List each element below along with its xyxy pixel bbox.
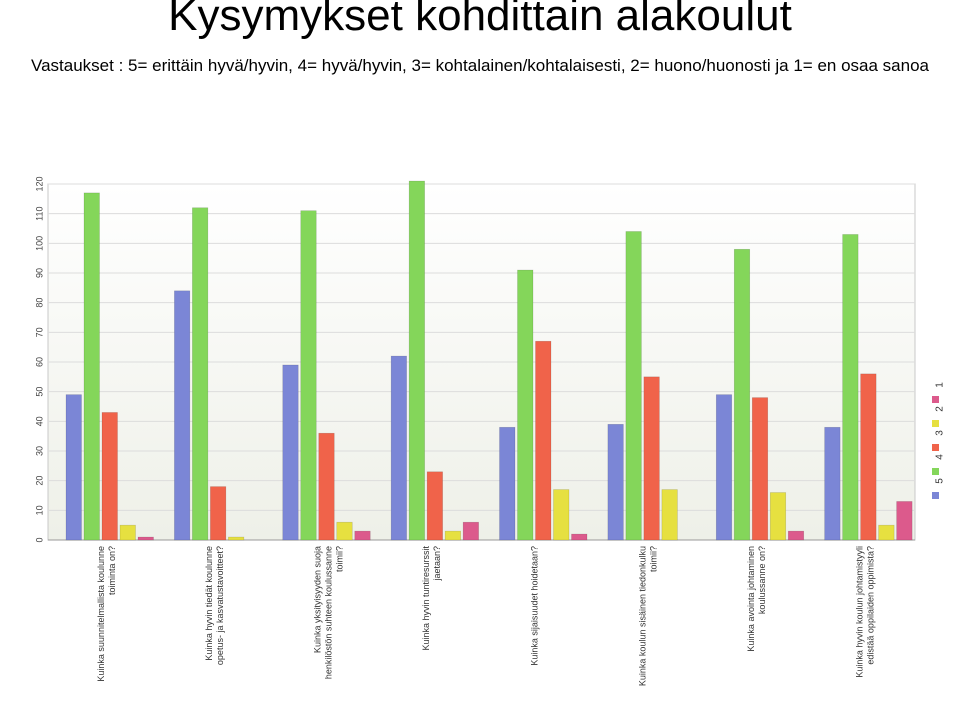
bar-4-series-3 — [426, 471, 443, 541]
legend-label-1: 1 — [935, 382, 946, 388]
x-category-label: Kuinka sijaisuudet hoidetaan? — [529, 546, 539, 666]
bar-1-series-4 — [83, 192, 100, 541]
bar-1-series-1 — [137, 536, 154, 541]
bar-6-series-2 — [661, 489, 678, 541]
bar-8-series-3 — [860, 373, 877, 541]
bar-2-series-5 — [174, 290, 191, 541]
y-tick-label: 20 — [34, 476, 44, 486]
page-title: Kysymykset kohdittain alakoulut — [168, 0, 792, 40]
bar-3-series-4 — [300, 210, 317, 541]
bar-8-series-1 — [896, 501, 913, 541]
bar-8-series-5 — [824, 426, 841, 541]
bar-4-series-5 — [390, 355, 407, 541]
y-tick-label: 110 — [34, 206, 44, 220]
bar-8-series-2 — [878, 524, 895, 541]
bar-2-series-4 — [192, 207, 209, 541]
bar-6-series-5 — [607, 423, 624, 541]
legend-swatch-1 — [932, 396, 939, 403]
bar-4-series-1 — [462, 521, 479, 541]
x-category-label: Kuinka hyvin tiedät koulunneopetus- ja k… — [204, 546, 225, 665]
legend-swatch-4 — [932, 468, 939, 475]
legend-swatch-2 — [932, 420, 939, 427]
y-tick-label: 50 — [34, 387, 44, 397]
x-category-label: Kuinka koulun sisäinen tiedonkulkutoimii… — [638, 546, 659, 686]
bar-7-series-1 — [787, 530, 805, 541]
page-subtitle: Vastaukset : 5= erittäin hyvä/hyvin, 4= … — [31, 56, 929, 75]
bar-6-series-3 — [643, 376, 660, 541]
bar-2-series-2 — [228, 536, 245, 541]
bar-7-series-5 — [715, 394, 733, 541]
bar-7-series-4 — [733, 248, 751, 541]
bar-7-series-3 — [751, 397, 769, 541]
y-tick-label: 0 — [34, 537, 44, 542]
bar-8-series-4 — [842, 234, 859, 541]
y-tick-label: 90 — [34, 268, 44, 278]
bar-4-series-4 — [408, 180, 425, 541]
legend-label-2: 2 — [935, 406, 946, 412]
x-category-label: Kuinka hyvin koulun johtamistyyliedistää… — [854, 546, 875, 678]
y-tick-label: 100 — [34, 236, 44, 251]
bar-3-series-2 — [336, 521, 353, 541]
y-tick-label: 120 — [34, 176, 44, 191]
bar-3-series-1 — [354, 530, 371, 541]
bar-5-series-1 — [571, 533, 588, 541]
legend-label-5: 5 — [935, 478, 946, 484]
bar-4-series-2 — [444, 530, 461, 541]
bar-1-series-5 — [65, 394, 82, 541]
legend-swatch-5 — [932, 492, 939, 499]
legend-label-3: 3 — [935, 430, 946, 436]
legend-swatch-3 — [932, 444, 939, 451]
bar-5-series-4 — [517, 269, 534, 541]
bar-6-series-4 — [625, 231, 642, 541]
bar-7-series-2 — [769, 492, 787, 541]
x-category-label: Kuinka yksityisyyden suojahenkilöstön su… — [313, 546, 345, 679]
x-category-label: Kuinka hyvin tuntiresurssitjaetaan? — [421, 546, 442, 651]
y-tick-label: 40 — [34, 416, 44, 426]
x-category-label: Kuinka avointa johtaminenkoulussanne on? — [746, 546, 767, 652]
bar-5-series-3 — [535, 340, 552, 541]
y-tick-label: 60 — [34, 357, 44, 367]
y-tick-label: 70 — [34, 327, 44, 337]
y-tick-label: 10 — [34, 505, 44, 515]
bar-5-series-2 — [553, 489, 570, 541]
bar-3-series-3 — [318, 432, 335, 541]
bar-2-series-3 — [210, 486, 227, 541]
x-category-label: Kuinka suunnitelmallista koulunnetoimint… — [96, 546, 117, 682]
bar-1-series-3 — [101, 412, 118, 541]
y-tick-label: 80 — [34, 298, 44, 308]
y-tick-label: 30 — [34, 446, 44, 456]
bar-1-series-2 — [119, 524, 136, 541]
legend-label-4: 4 — [935, 454, 946, 460]
bar-3-series-5 — [282, 364, 299, 541]
bar-5-series-5 — [499, 426, 516, 541]
